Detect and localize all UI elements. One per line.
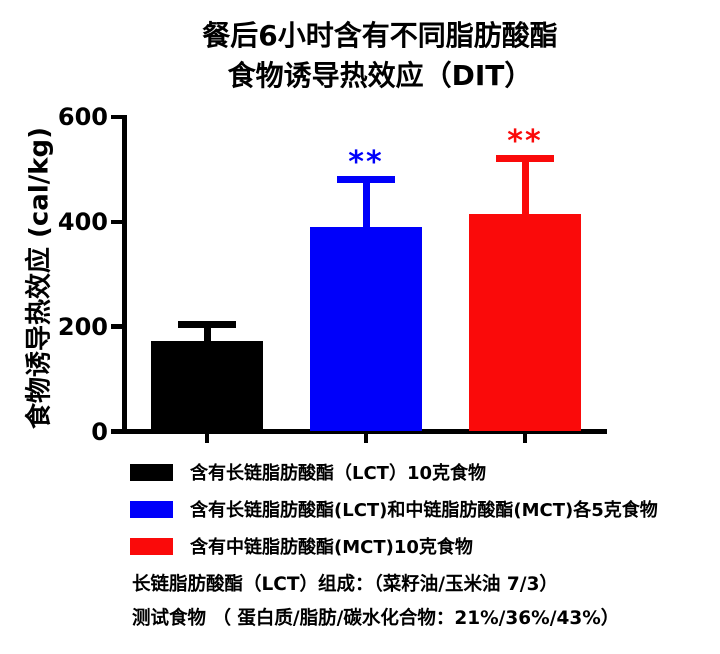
footnote-lct-composition: 长链脂肪酸酯（LCT）组成：（菜籽油/玉米油 7/3） [132,574,558,595]
legend-swatch [130,500,173,518]
bar-2 [310,227,422,432]
x-tick-mark [363,434,369,443]
legend-item-1: 含有长链脂肪酸酯（LCT）10克食物 [130,458,658,486]
footnote-test-food-macros: 测试食物 （ 蛋白质/脂肪/碳水化合物：21%/36%/43%） [132,608,620,629]
footnotes: 长链脂肪酸酯（LCT）组成：（菜籽油/玉米油 7/3） 测试食物 （ 蛋白质/脂… [132,568,619,636]
y-tick-mark [111,429,122,434]
legend-item-2: 含有长链脂肪酸酯(LCT)和中链脂肪酸酯(MCT)各5克食物 [130,495,658,523]
chart-title: 餐后6小时含有不同脂肪酸酯 食物诱导热效应（DIT） [35,16,720,96]
legend-label: 含有长链脂肪酸酯(LCT)和中链脂肪酸酯(MCT)各5克食物 [190,500,658,521]
chart-title-line1: 餐后6小时含有不同脂肪酸酯 [202,19,558,52]
error-bar-line [362,175,370,228]
legend-item-3: 含有中链脂肪酸酯(MCT)10克食物 [130,532,658,560]
x-tick-mark [204,434,210,443]
bar-3 [469,213,581,432]
legend-swatch [130,537,173,555]
error-bar-line [521,155,529,214]
y-tick-mark [111,324,122,329]
error-bar-cap [337,175,395,183]
y-tick-label: 0 [91,417,108,446]
legend: 含有长链脂肪酸酯（LCT）10克食物含有长链脂肪酸酯(LCT)和中链脂肪酸酯(M… [130,458,658,569]
y-tick-mark [111,219,122,225]
significance-stars: ** [348,144,384,180]
error-bar-line [203,321,211,342]
error-bar-cap [178,321,236,329]
significance-stars: ** [507,124,543,160]
y-tick-label: 200 [57,312,108,341]
chart-title-line2: 食物诱导热效应（DIT） [227,59,533,92]
y-tick-mark [111,114,122,120]
x-axis-line [120,429,607,434]
x-tick-mark [522,434,528,443]
legend-swatch [130,463,173,481]
y-tick-label: 600 [57,103,108,131]
legend-label: 含有中链脂肪酸酯(MCT)10克食物 [190,537,473,558]
y-axis-line [122,115,127,434]
y-tick-label: 400 [57,207,108,236]
y-axis-label: 食物诱导热效应 (cal/kg) [24,126,55,430]
bar-1 [151,341,263,432]
legend-label: 含有长链脂肪酸酯（LCT）10克食物 [190,463,487,484]
error-bar-cap [496,155,554,163]
